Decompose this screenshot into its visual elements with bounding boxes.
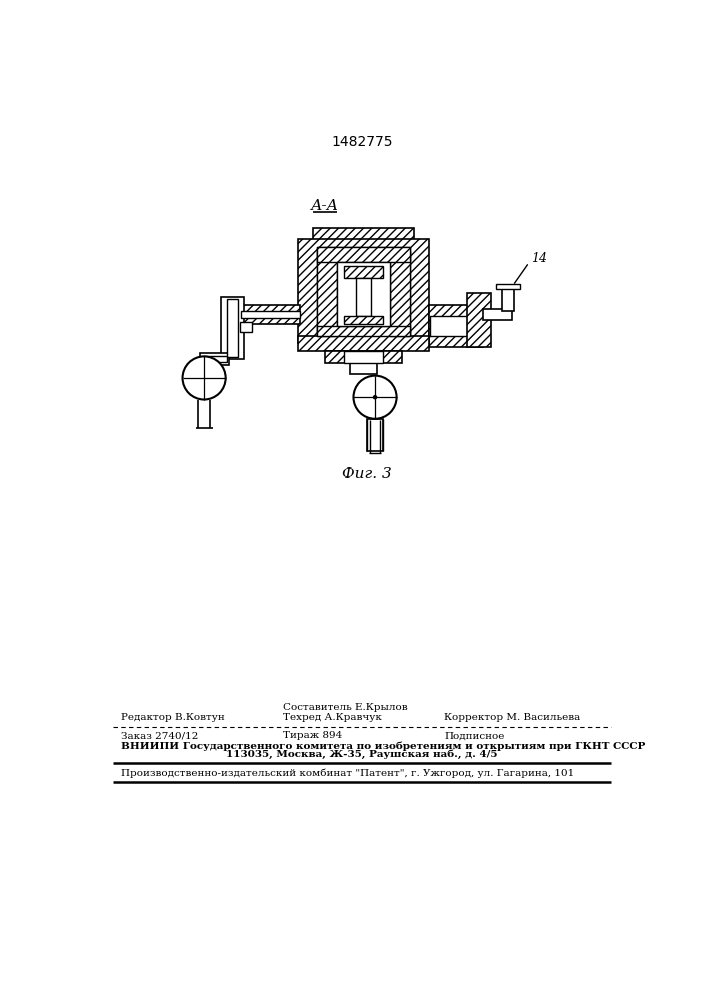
Text: Составитель Е.Крылов: Составитель Е.Крылов <box>283 703 407 712</box>
Polygon shape <box>390 251 409 336</box>
Polygon shape <box>240 305 300 324</box>
Text: Корректор М. Васильева: Корректор М. Васильева <box>444 713 580 722</box>
Polygon shape <box>317 247 409 339</box>
Polygon shape <box>241 311 300 318</box>
Polygon shape <box>502 286 514 311</box>
Polygon shape <box>317 247 409 262</box>
Text: ВНИИПИ Государственного комитета по изобретениям и открытиям при ГКНТ СССР: ВНИИПИ Государственного комитета по изоб… <box>121 741 645 751</box>
Polygon shape <box>344 266 382 278</box>
Polygon shape <box>496 284 520 289</box>
Text: Производственно-издательский комбинат "Патент", г. Ужгород, ул. Гагарина, 101: Производственно-издательский комбинат "П… <box>121 769 574 778</box>
Polygon shape <box>467 293 491 347</box>
Text: Техред А.Кравчук: Техред А.Кравчук <box>283 713 382 722</box>
Polygon shape <box>221 297 244 359</box>
Circle shape <box>354 376 397 419</box>
Polygon shape <box>351 363 377 374</box>
Polygon shape <box>337 262 390 326</box>
Polygon shape <box>240 322 252 332</box>
Polygon shape <box>317 251 337 336</box>
Text: 1482775: 1482775 <box>331 135 392 149</box>
Polygon shape <box>344 316 382 324</box>
Polygon shape <box>204 356 227 362</box>
Polygon shape <box>200 353 229 365</box>
Text: Фиг. 3: Фиг. 3 <box>342 467 392 481</box>
Text: Заказ 2740/12: Заказ 2740/12 <box>121 732 199 740</box>
Polygon shape <box>227 299 238 357</box>
Polygon shape <box>298 336 429 351</box>
Polygon shape <box>368 419 382 451</box>
Polygon shape <box>317 326 409 336</box>
Circle shape <box>373 396 377 399</box>
Polygon shape <box>429 305 483 347</box>
Text: А-А: А-А <box>311 199 339 213</box>
Text: Подписное: Подписное <box>444 732 505 740</box>
Polygon shape <box>298 239 429 343</box>
Polygon shape <box>344 351 382 363</box>
Text: Тираж 894: Тираж 894 <box>283 732 342 740</box>
Text: Редактор В.Ковтун: Редактор В.Ковтун <box>121 713 225 722</box>
Polygon shape <box>356 278 371 316</box>
Text: 14: 14 <box>532 252 547 265</box>
Text: 113035, Москва, Ж-35, Раушская наб., д. 4/5: 113035, Москва, Ж-35, Раушская наб., д. … <box>226 750 498 759</box>
Polygon shape <box>483 309 512 320</box>
Polygon shape <box>430 316 481 336</box>
Circle shape <box>182 356 226 400</box>
Polygon shape <box>325 351 402 363</box>
Polygon shape <box>313 228 414 255</box>
